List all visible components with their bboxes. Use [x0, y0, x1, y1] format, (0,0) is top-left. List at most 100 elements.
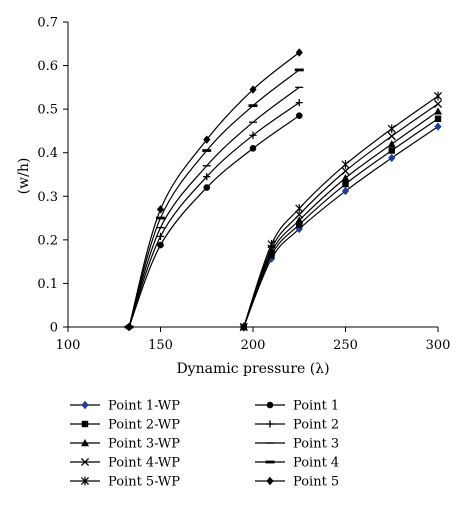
plot-area — [124, 48, 443, 332]
data-point — [295, 216, 304, 224]
data-point — [387, 140, 396, 148]
legend: Point 1-WP Point 2-WP Point 3-WP Point 4-WP… — [70, 399, 339, 490]
data-point — [203, 173, 211, 181]
series-1 — [240, 115, 442, 331]
y-tick-label: 0 — [50, 321, 58, 336]
series-line — [243, 95, 439, 328]
series-line — [128, 52, 300, 328]
legend-swatch-marker — [266, 420, 274, 428]
data-point — [295, 210, 304, 219]
data-point — [341, 186, 350, 196]
x-tick-label: 250 — [333, 338, 358, 353]
series-line — [243, 126, 439, 328]
data-point — [387, 132, 396, 141]
data-point — [249, 131, 257, 139]
data-point — [295, 112, 303, 119]
legend-label: Point 2 — [293, 418, 339, 433]
data-point — [341, 160, 350, 169]
data-point — [434, 122, 442, 131]
legend-label: Point 3-WP — [108, 437, 180, 452]
series-6 — [125, 99, 303, 331]
data-point — [342, 180, 349, 188]
data-point — [341, 166, 350, 176]
y-tick-label: 0.3 — [37, 190, 58, 205]
series-line — [128, 115, 300, 328]
legend-swatch-marker — [81, 400, 89, 410]
series-9 — [125, 48, 303, 332]
legend-label: Point 5 — [293, 475, 339, 490]
data-point — [388, 153, 396, 163]
legend-entry: Point 2-WP — [70, 418, 180, 433]
legend-swatch-marker — [81, 420, 89, 428]
data-point — [249, 145, 257, 152]
data-point — [249, 85, 257, 94]
x-tick-label: 300 — [426, 338, 451, 353]
data-point — [295, 48, 303, 57]
legend-label: Point 2-WP — [108, 418, 180, 433]
legend-swatch-marker — [266, 476, 274, 486]
legend-entry: Point 3 — [255, 437, 339, 452]
legend-label: Point 5-WP — [108, 475, 180, 490]
legend-swatch-marker — [81, 439, 89, 447]
data-point — [267, 239, 276, 249]
legend-entry: Point 2 — [255, 418, 339, 433]
data-point — [203, 135, 211, 144]
legend-label: Point 1 — [293, 399, 339, 414]
x-tick-label: 200 — [241, 338, 266, 353]
y-tick-label: 0.2 — [37, 233, 58, 248]
series-7 — [125, 86, 304, 328]
axes: 100 150 200 250 300 0 0.1 0.2 0.3 0.4 0.5 0.6 0.7 — [37, 16, 450, 354]
y-tick-label: 0.7 — [37, 16, 58, 31]
series-8 — [124, 68, 304, 329]
data-point — [294, 68, 304, 72]
series-0 — [240, 122, 442, 332]
data-point — [156, 232, 165, 240]
data-point — [434, 115, 442, 122]
legend-entry: Point 4-WP — [70, 456, 180, 471]
data-point — [341, 173, 350, 182]
data-point — [203, 184, 211, 191]
x-tick-label: 150 — [148, 338, 173, 353]
data-point — [433, 91, 443, 101]
data-point — [434, 107, 442, 115]
legend-entry: Point 4 — [255, 456, 339, 471]
data-point — [156, 216, 165, 220]
legend-entry: Point 3-WP — [70, 437, 180, 452]
legend-entry: Point 5-WP — [70, 475, 180, 490]
data-point — [296, 221, 303, 228]
x-tick-label: 100 — [56, 338, 81, 353]
series-4 — [239, 91, 443, 332]
data-point — [295, 204, 304, 213]
series-3 — [239, 99, 443, 332]
y-tick-label: 0.1 — [37, 277, 58, 292]
legend-swatch-marker — [80, 457, 90, 467]
legend-entry: Point 1 — [255, 399, 339, 414]
series-line — [128, 69, 300, 328]
data-point — [433, 99, 443, 108]
y-tick-label: 0.6 — [37, 59, 58, 74]
y-axis-label: (w/h) — [16, 158, 32, 195]
legend-label: Point 4-WP — [108, 456, 180, 471]
data-point — [202, 149, 212, 152]
series-line — [243, 118, 439, 328]
series-5 — [125, 112, 303, 331]
legend-label: Point 1-WP — [108, 399, 180, 414]
x-axis-label: Dynamic pressure (λ) — [176, 361, 329, 377]
data-point — [157, 241, 164, 249]
legend-entry: Point 1-WP — [70, 399, 180, 414]
data-point — [387, 124, 396, 134]
data-point — [248, 104, 258, 108]
legend-label: Point 4 — [293, 456, 339, 471]
series-2 — [239, 107, 442, 331]
legend-swatch-marker — [80, 476, 90, 486]
legend-swatch-marker — [266, 401, 274, 409]
data-point — [156, 205, 165, 214]
legend-entry: Point 5 — [255, 475, 339, 490]
data-point — [388, 147, 395, 154]
series-line — [243, 110, 439, 328]
data-point — [295, 99, 303, 107]
legend-swatch-marker — [265, 460, 275, 464]
series-line — [128, 86, 300, 328]
series-line — [128, 102, 300, 328]
